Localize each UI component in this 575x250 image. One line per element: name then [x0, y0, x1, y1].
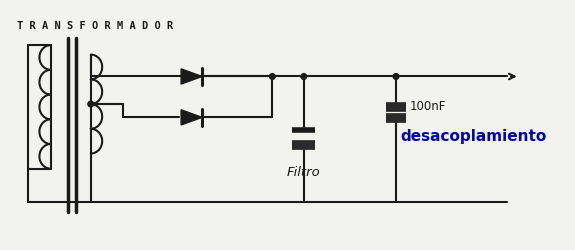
- Circle shape: [270, 74, 275, 80]
- Polygon shape: [181, 70, 202, 85]
- Text: T R A N S F O R M A D O R: T R A N S F O R M A D O R: [17, 21, 173, 31]
- Circle shape: [88, 102, 94, 108]
- Polygon shape: [181, 110, 202, 126]
- Circle shape: [301, 74, 306, 80]
- Circle shape: [393, 74, 399, 80]
- Text: Filtro: Filtro: [287, 166, 321, 178]
- Text: desacoplamiento: desacoplamiento: [401, 128, 547, 143]
- Text: 100nF: 100nF: [409, 100, 446, 113]
